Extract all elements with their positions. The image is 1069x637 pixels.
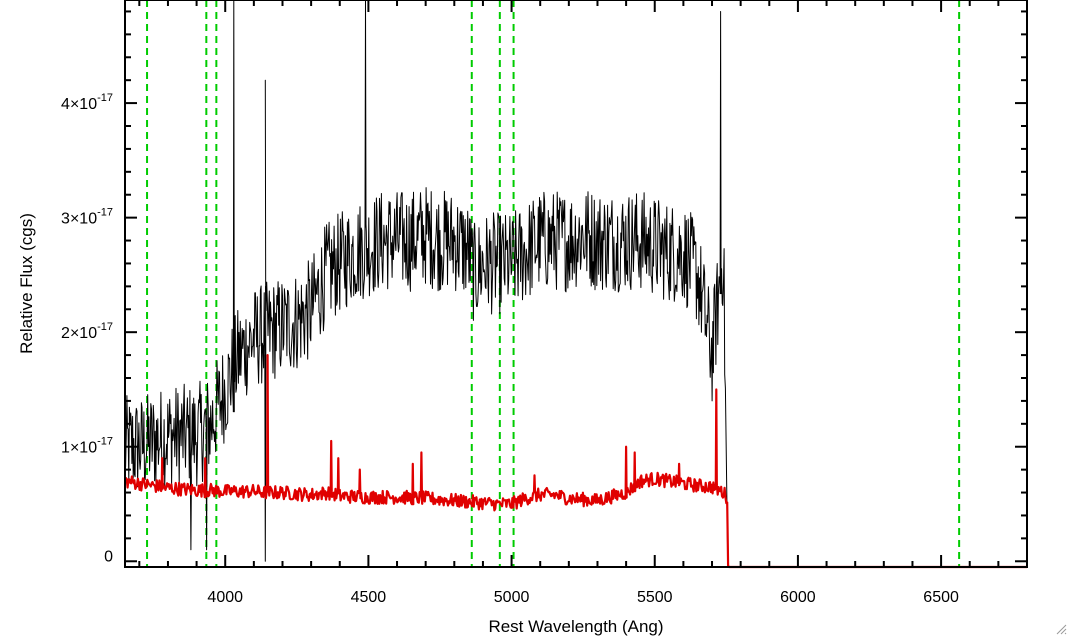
model-spectrum-line — [123, 354, 1028, 569]
y-tick-label: 3×10-17 — [61, 207, 113, 228]
x-tick-label: 6500 — [923, 589, 959, 606]
x-axis-title: Rest Wavelength (Ang) — [488, 617, 663, 636]
y-tick-label: 1×10-17 — [61, 436, 113, 457]
plot-frame — [124, 0, 1028, 568]
series-layer — [123, 0, 1028, 569]
x-tick-label: 4000 — [207, 589, 243, 606]
y-tick-label: 4×10-17 — [61, 92, 113, 113]
observed-spectrum-line — [124, 0, 729, 562]
resize-grip-icon[interactable] — [1055, 623, 1067, 635]
tick-labels: 4000 4500 5000 5500 6000 6500 0 1×10-17 2×10-17 3… — [61, 92, 959, 606]
x-tick-label: 4500 — [351, 589, 387, 606]
x-tick-label: 6000 — [780, 589, 816, 606]
y-tick-label: 0 — [104, 548, 113, 565]
y-tick-label: 2×10-17 — [61, 321, 113, 342]
x-tick-label: 5000 — [494, 589, 530, 606]
y-axis-title: Relative Flux (cgs) — [17, 213, 36, 354]
x-tick-label: 5500 — [637, 589, 673, 606]
